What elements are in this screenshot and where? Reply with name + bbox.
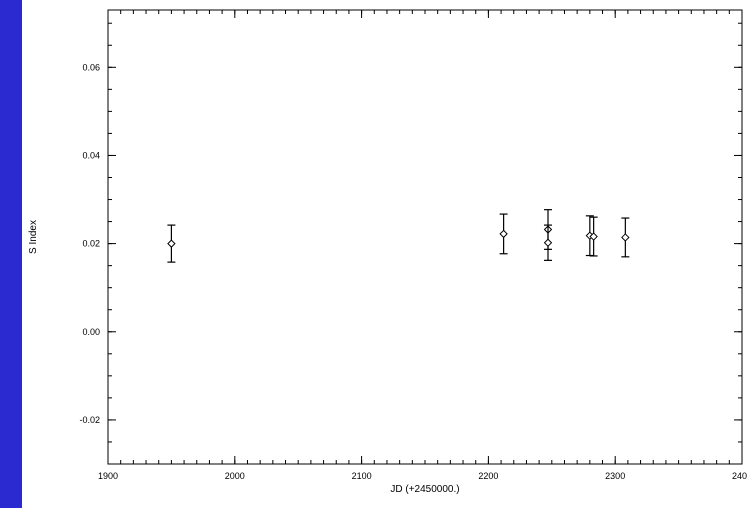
x-tick-label: 2400 xyxy=(732,471,747,481)
y-tick-label: 0.04 xyxy=(82,150,100,160)
x-axis-label: JD (+2450000.) xyxy=(390,484,459,495)
y-tick-label: 0.00 xyxy=(82,327,100,337)
plot-frame xyxy=(107,9,743,465)
data-point xyxy=(543,238,553,247)
y-tick-label: 0.02 xyxy=(82,239,100,249)
y-axis-label: S Index xyxy=(28,220,39,254)
data-point xyxy=(621,233,630,242)
x-axis: 1900 2000 2100 2200 2300 2400 xyxy=(98,10,747,481)
scatter-plot: 1900 2000 2100 2200 2300 2400 -0.02 0.00 0.02 0.… xyxy=(28,9,747,495)
x-tick-label: 2300 xyxy=(605,471,625,481)
data-points xyxy=(167,209,630,263)
y-axis: -0.02 0.00 0.02 0.04 0.06 xyxy=(79,22,742,465)
x-tick-label: 2000 xyxy=(225,471,245,481)
y-tick-label: -0.02 xyxy=(79,415,100,425)
chart-panel: 1900 2000 2100 2200 2300 2400 -0.02 0.00 0.02 0.… xyxy=(22,0,747,508)
x-tick-label: 1900 xyxy=(98,471,118,481)
x-tick-label: 2200 xyxy=(478,471,498,481)
x-tick-label: 2100 xyxy=(352,471,372,481)
y-tick-label: 0.06 xyxy=(82,62,100,72)
data-point xyxy=(499,229,508,239)
data-point xyxy=(167,239,176,248)
data-point xyxy=(589,232,598,241)
